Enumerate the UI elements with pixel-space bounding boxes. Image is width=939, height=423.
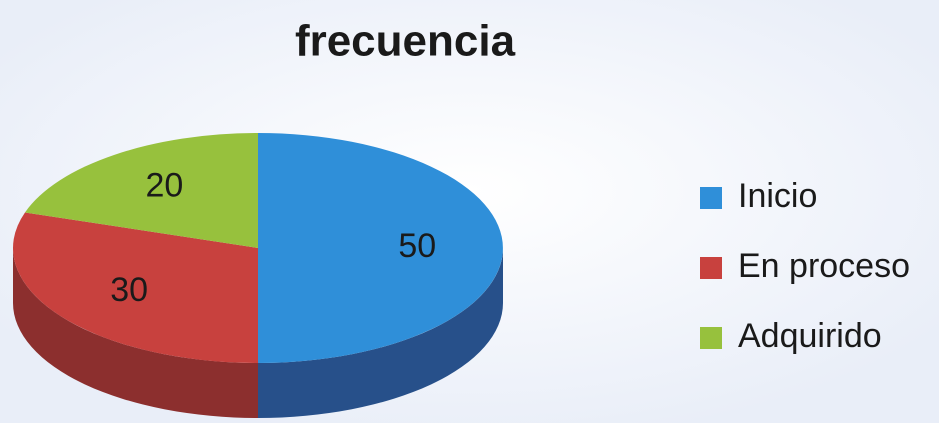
slice [12,212,259,363]
legend-label: Inicio [738,177,817,215]
legend-swatch [700,327,722,349]
legend-swatch [700,187,722,209]
data-label: 30 [110,271,148,309]
data-label: 50 [398,227,436,265]
slice [24,133,259,248]
slice [258,133,503,363]
slice-side [13,248,258,418]
legend-label: Adquirido [738,317,882,355]
slice-side [258,248,503,418]
legend-swatch [700,257,722,279]
chart-title: frecuencia [295,17,516,66]
pie: 50 30 20 [12,133,503,418]
legend-label: En proceso [738,247,910,285]
data-label: 20 [145,167,183,205]
legend: Inicio En proceso Adquirido [700,177,910,355]
